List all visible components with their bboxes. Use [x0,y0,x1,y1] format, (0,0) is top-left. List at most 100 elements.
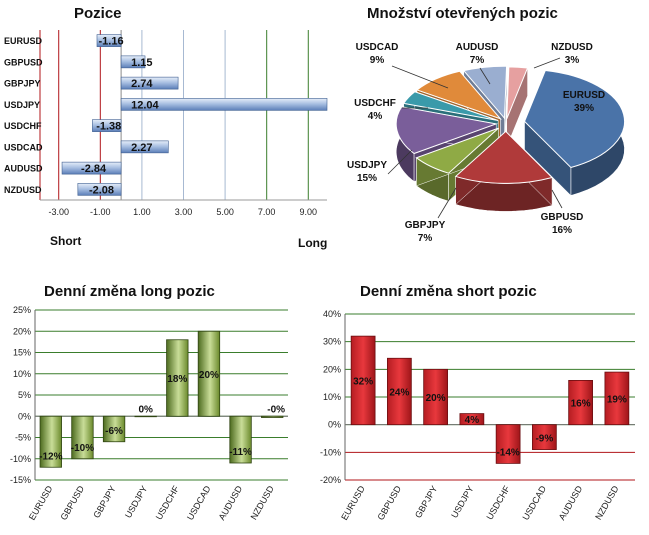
category-label: NZDUSD [4,185,42,195]
data-label: 20% [426,393,446,404]
bar [39,415,62,468]
x-category-label: EURUSD [27,484,55,522]
bar [261,415,284,418]
pie-category-label: NZDUSD [551,42,593,53]
leader-line [391,65,449,89]
x-tick-label: 7.00 [258,207,276,217]
data-label: 32% [353,376,373,387]
y-tick-label: -5% [15,433,31,443]
long-change-title: Denní změna long pozic [44,283,215,300]
bar [61,161,122,175]
x-category-label: NZDUSD [593,484,621,522]
data-label: 16% [571,399,591,410]
x-tick-label: 1.00 [133,207,151,217]
pie-category-label: USDCHF [354,98,396,109]
pie-value-label: 4% [368,111,383,122]
bar [423,368,448,426]
x-category-label: EURUSD [339,484,367,522]
y-tick-label: 0% [328,420,341,430]
short-label: Short [50,234,82,248]
bar [120,55,146,69]
data-label: -9% [535,434,553,445]
bar [604,371,630,426]
y-tick-label: 30% [323,337,341,347]
data-label: -14% [496,447,519,458]
bar [77,183,122,196]
pie-value-label: 7% [470,55,485,66]
mnozstvi-title: Množství otevřených pozic [367,5,558,22]
x-category-label: AUDUSD [557,484,585,522]
x-category-label: GBPUSD [59,484,87,522]
bar [92,119,122,132]
x-tick-label: 5.00 [216,207,234,217]
bar [102,415,126,443]
bar [495,424,521,464]
x-tick-label: 9.00 [300,207,318,217]
long-label: Long [298,236,328,250]
y-tick-label: 0% [18,411,31,421]
pie-category-label: EURUSD [563,90,605,101]
bar [96,34,122,47]
data-label: -6% [105,426,123,437]
pozice-title: Pozice [74,5,122,22]
y-tick-label: 40% [323,309,341,319]
x-category-label: USDCAD [185,484,213,522]
bar [387,357,412,426]
bar [229,415,252,464]
data-label: 12.04 [131,99,159,111]
y-tick-label: -20% [320,475,341,485]
y-tick-label: 25% [13,305,31,315]
bar [71,415,94,460]
data-label: -10% [71,443,94,454]
category-label: AUDUSD [4,164,43,174]
category-label: USDCHF [4,121,42,131]
x-category-label: USDCHF [154,484,182,522]
data-label: 2.27 [131,142,152,154]
bar [120,140,169,154]
category-label: GBPUSD [4,57,43,67]
x-category-label: USDCAD [520,484,548,522]
y-tick-label: 10% [13,369,31,379]
y-tick-label: -15% [10,475,31,485]
bar [166,339,189,417]
bar [350,335,376,426]
x-category-label: USDCHF [484,484,512,522]
bar [459,413,485,426]
leader-line [437,187,457,219]
pozice-chart: -3.00 -1.00 1.00 3.00 5.00 7.00 9.00 EURUSD -1.1… [4,30,328,217]
leader-line [533,57,561,69]
pie-category-label: AUDUSD [456,42,499,53]
category-label: EURUSD [4,36,43,46]
y-tick-label: 10% [323,392,341,402]
data-label: -2.08 [89,184,114,196]
category-label: GBPJPY [4,79,41,89]
data-label: 4% [465,415,480,426]
pie-chart: EURUSD 39% GBPUSD 16% GBPJPY 7% USDJPY 15% USDCH… [347,42,625,244]
pie-value-label: 7% [418,233,433,244]
short-change-chart: 40% 30% 20% 10% 0% -10% -20% 32% EURUSD 24% GBPUSD… [320,309,635,522]
leader-line [551,189,563,209]
x-category-label: USDJPY [123,484,149,520]
category-label: USDJPY [4,100,40,110]
data-label: 19% [607,394,627,405]
bar [532,424,557,450]
y-tick-label: 5% [18,390,31,400]
data-label: -0% [267,404,285,415]
data-label: -12% [39,451,62,462]
data-label: 20% [199,370,219,381]
bar [120,76,179,90]
category-label: USDCAD [4,142,43,152]
bar [197,330,221,417]
pie-value-label: 39% [574,103,594,114]
y-tick-label: 20% [323,364,341,374]
pie-category-label: GBPJPY [405,220,446,231]
x-tick-label: -1.00 [90,207,111,217]
pie-value-label: 15% [357,173,377,184]
x-category-label: USDJPY [449,484,475,520]
data-label: -1.16 [99,36,124,48]
x-category-label: NZDUSD [249,484,277,522]
y-tick-label: -10% [10,454,31,464]
y-tick-label: 15% [13,348,31,358]
data-label: 2.74 [131,78,153,90]
leader-line [479,67,491,85]
